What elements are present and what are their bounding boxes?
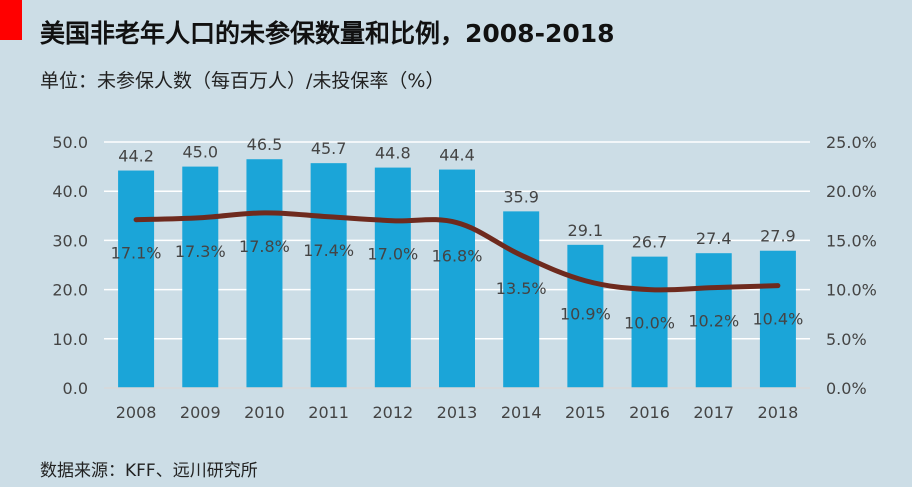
rate-line: [133, 210, 781, 293]
bar: [759, 250, 796, 388]
bar: [631, 256, 668, 388]
y-right-tick-label: 25.0%: [826, 133, 877, 152]
bar-value-label: 35.9: [503, 187, 539, 206]
x-tick-label: 2008: [116, 403, 157, 422]
y-left-tick-label: 10.0: [52, 330, 88, 349]
line-value-label: 17.1%: [111, 244, 162, 263]
line-value-label: 10.9%: [560, 305, 611, 324]
x-tick-label: 2011: [308, 403, 349, 422]
bar: [310, 163, 347, 388]
y-right-tick-label: 15.0%: [826, 231, 877, 250]
bar-value-label: 44.4: [439, 146, 475, 165]
x-tick-label: 2018: [758, 403, 799, 422]
line-value-label: 17.4%: [303, 241, 354, 260]
data-source: 数据来源：KFF、远川研究所: [40, 461, 258, 481]
bar-value-label: 44.2: [118, 147, 154, 166]
line-value-label: 17.8%: [239, 237, 290, 256]
x-tick-label: 2012: [372, 403, 413, 422]
y-left-tick-label: 40.0: [52, 182, 88, 201]
bar: [695, 253, 732, 388]
y-left-tick-label: 50.0: [52, 133, 88, 152]
line-value-label: 13.5%: [496, 279, 547, 298]
bar-value-label: 29.1: [568, 221, 604, 240]
x-tick-label: 2016: [629, 403, 670, 422]
bar-value-label: 46.5: [247, 135, 283, 154]
y-right-tick-label: 0.0%: [826, 379, 867, 398]
y-left-tick-label: 30.0: [52, 231, 88, 250]
y-right-tick-label: 5.0%: [826, 330, 867, 349]
y-right-tick-label: 10.0%: [826, 281, 877, 300]
bar-value-label: 27.9: [760, 227, 796, 246]
line-value-label: 10.2%: [688, 312, 739, 331]
bar: [503, 211, 540, 388]
bar-value-label: 27.4: [696, 229, 732, 248]
bar: [118, 170, 155, 388]
chart-title: 美国非老年人口的未参保数量和比例，2008-2018: [40, 19, 615, 48]
line-value-label: 17.3%: [175, 242, 226, 261]
line-value-label: 16.8%: [432, 247, 483, 266]
bar: [246, 159, 283, 388]
chart-subtitle: 单位：未参保人数（每百万人）/未投保率（%）: [40, 70, 445, 92]
red-accent-mark: [0, 0, 22, 40]
y-left-tick-label: 0.0: [63, 379, 88, 398]
bar: [374, 167, 411, 388]
x-tick-label: 2014: [501, 403, 542, 422]
bar-value-label: 44.8: [375, 144, 411, 163]
x-tick-label: 2015: [565, 403, 606, 422]
x-tick-label: 2017: [693, 403, 734, 422]
bar-value-label: 45.0: [182, 143, 218, 162]
line-value-label: 17.0%: [367, 245, 418, 264]
y-left-tick-label: 20.0: [52, 281, 88, 300]
line-value-label: 10.0%: [624, 314, 675, 333]
bar: [182, 166, 219, 388]
line-value-label: 10.4%: [752, 310, 803, 329]
bar: [567, 244, 604, 388]
x-tick-label: 2013: [437, 403, 478, 422]
bar: [439, 169, 475, 388]
x-tick-label: 2010: [244, 403, 285, 422]
bar-value-label: 26.7: [632, 233, 668, 252]
x-tick-label: 2009: [180, 403, 221, 422]
bar-value-label: 45.7: [311, 139, 347, 158]
y-right-tick-label: 20.0%: [826, 182, 877, 201]
